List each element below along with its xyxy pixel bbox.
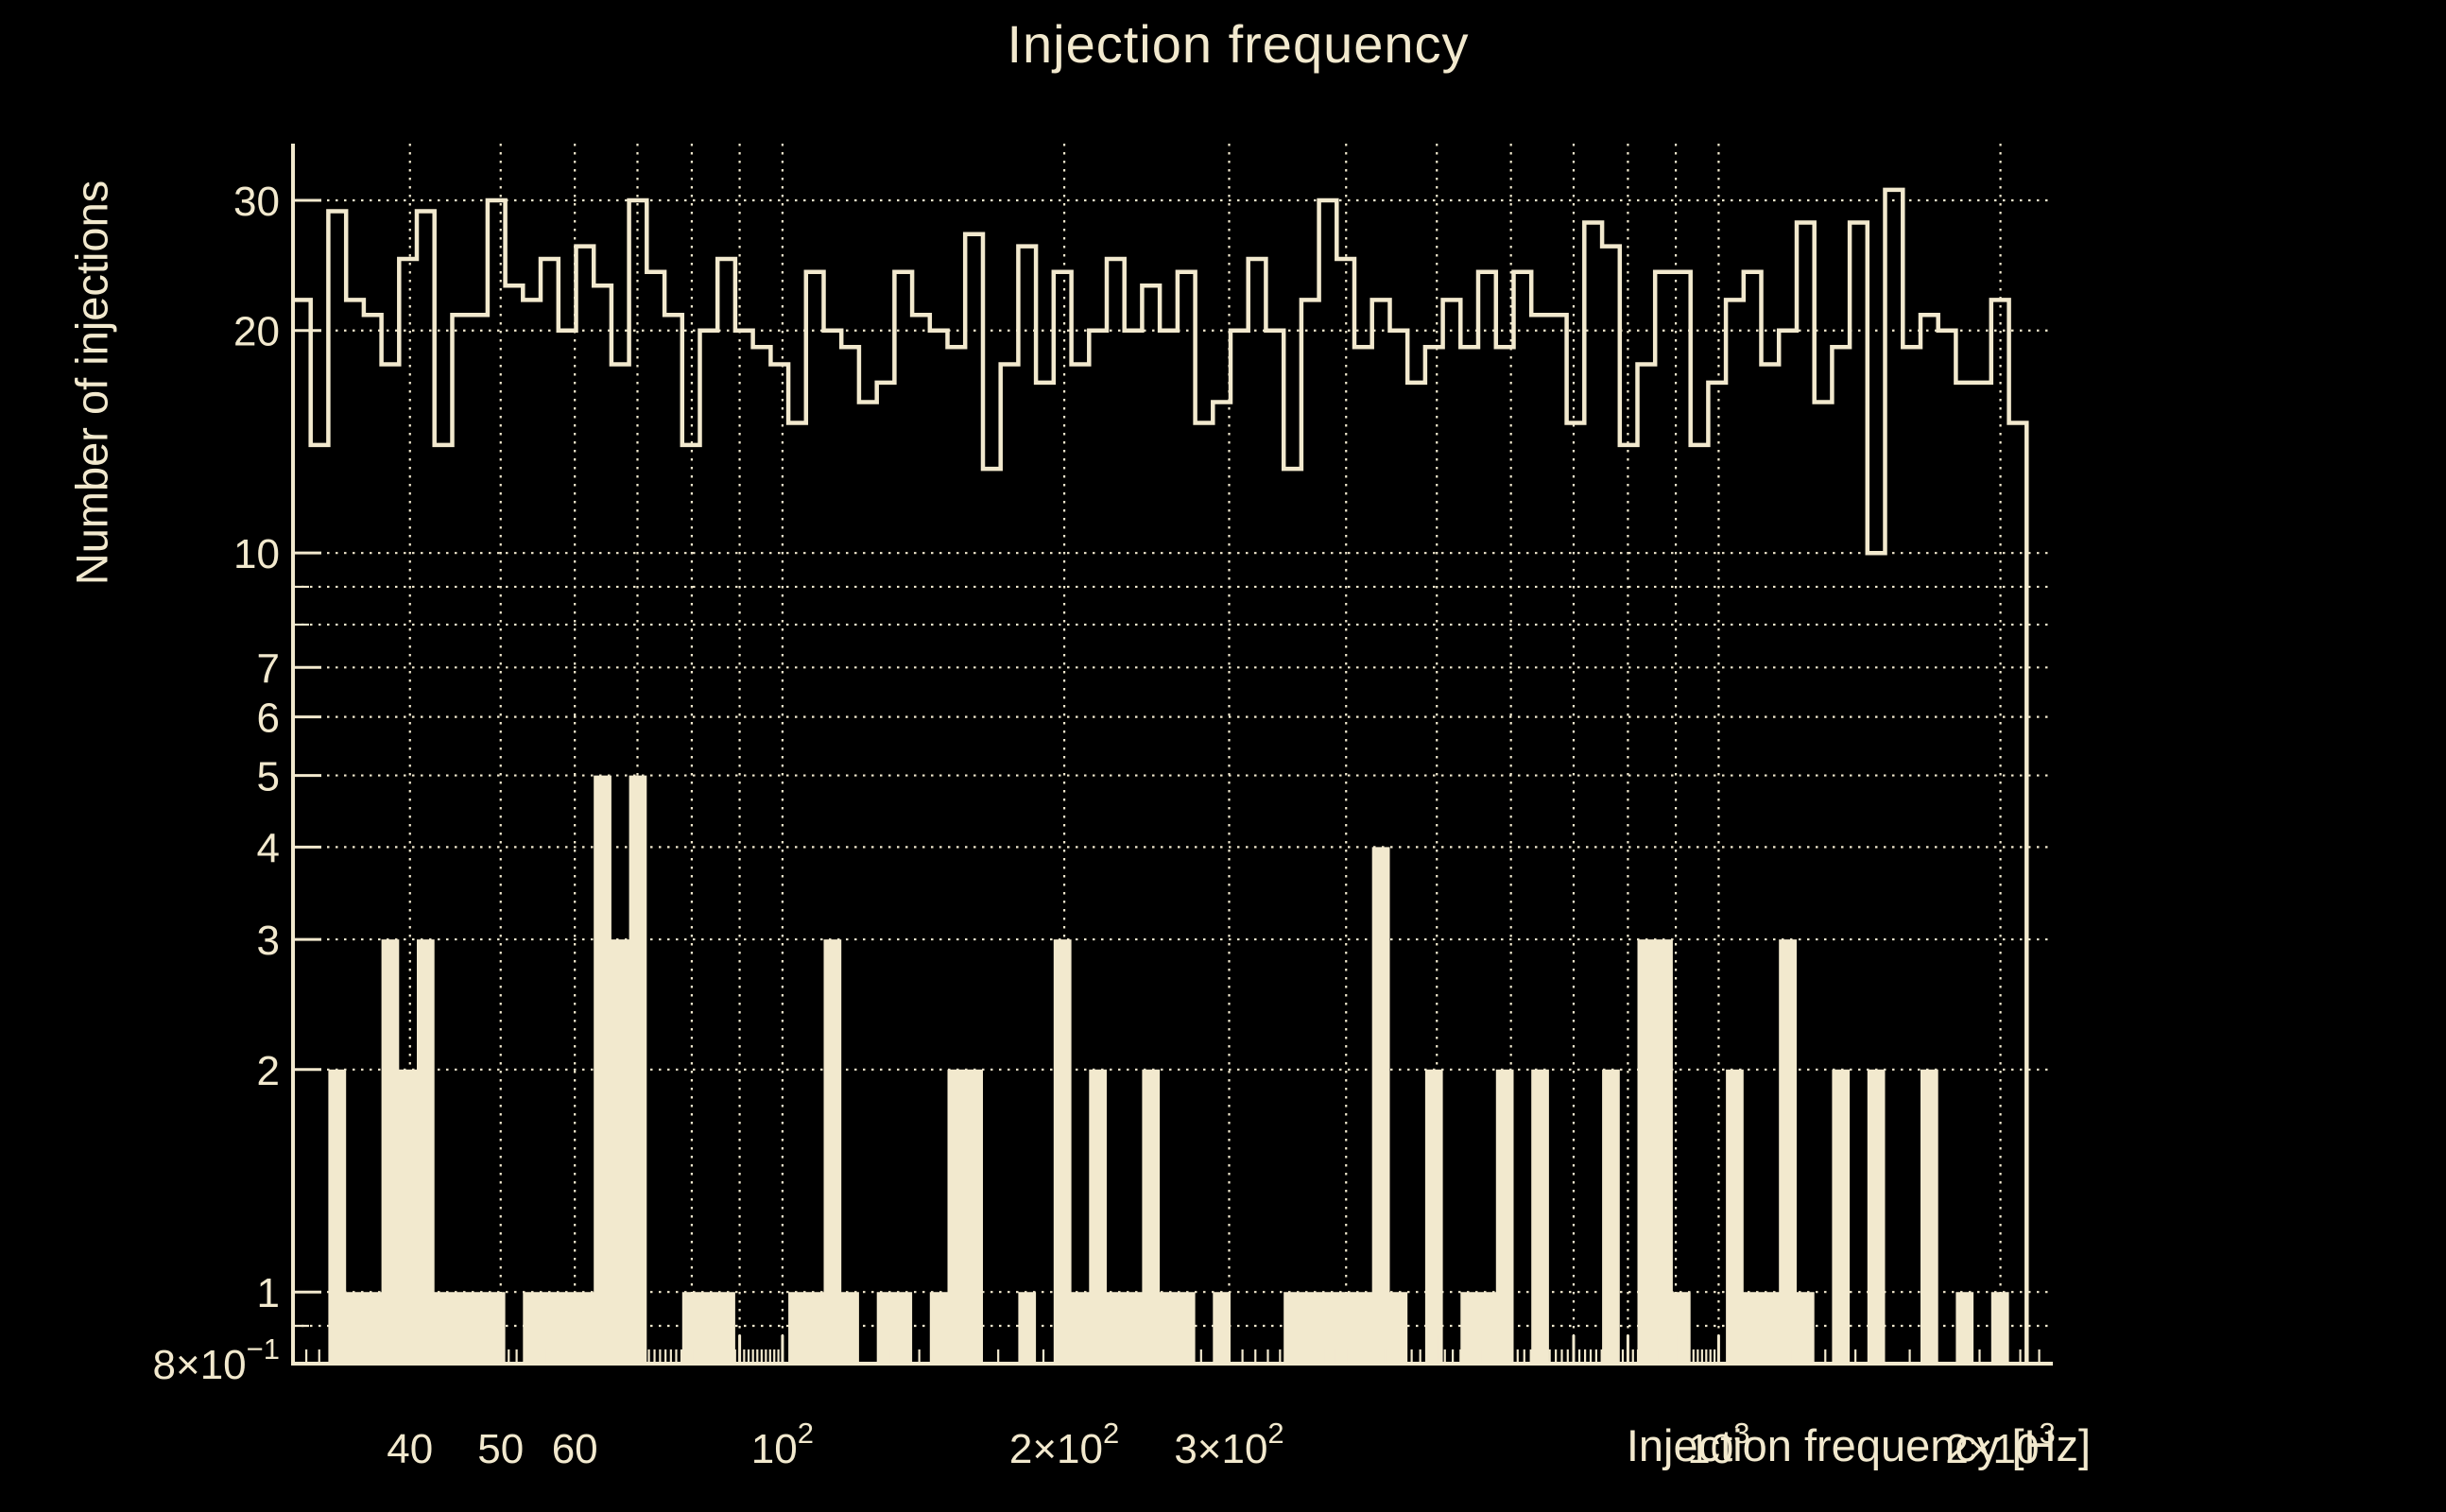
y-tick-label-2: 2 [257, 1048, 280, 1094]
x-tick-label-40: 40 [387, 1426, 433, 1472]
y-tick-label-4: 4 [257, 825, 280, 871]
axes [291, 144, 2053, 1366]
y-tick-labels: 30 20 10 76 5 4 3 2 1 8×10−1 [153, 179, 280, 1388]
x-tick-label-2000: 2×103 [1945, 1417, 2055, 1472]
y-tick-label-10: 10 [233, 531, 280, 577]
x-tick-label-1000: 103 [1687, 1417, 1749, 1472]
y-tick-label-5: 5 [257, 754, 280, 800]
y-tick-label-20: 20 [233, 309, 280, 355]
x-tick-label-50: 50 [477, 1426, 524, 1472]
page-title: Injection frequency [1007, 14, 1470, 74]
y-axis-title: Number of injections [66, 180, 117, 586]
x-tick-labels: 40 50 60 102 2×102 3×102 103 2×103 [387, 1417, 2055, 1472]
x-tick-label-100: 102 [751, 1417, 814, 1472]
filled-histogram [293, 775, 2027, 1364]
outline-histogram [293, 187, 2029, 1364]
x-tick-label-300: 3×102 [1174, 1417, 1283, 1472]
x-axis-title: Injection frequency [Hz] [1626, 1420, 2091, 1470]
x-tick-label-200: 2×102 [1009, 1417, 1119, 1472]
y-tick-label-1: 1 [257, 1270, 280, 1316]
y-tick-label-30: 30 [233, 179, 280, 225]
outline-histogram-group [293, 187, 2029, 1364]
y-tick-label-3: 3 [257, 918, 280, 964]
filled-histogram-group [293, 775, 2027, 1364]
y-tick-label-7: 7 [257, 645, 280, 692]
x-tick-label-60: 60 [552, 1426, 598, 1472]
y-tick-label-6: 6 [257, 696, 280, 742]
y-tick-label-0.8: 8×10−1 [153, 1332, 280, 1388]
